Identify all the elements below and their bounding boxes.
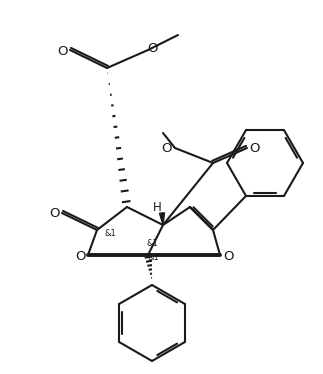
Text: &1: &1 xyxy=(104,229,116,237)
Text: O: O xyxy=(250,141,260,154)
Text: O: O xyxy=(162,141,172,154)
Text: O: O xyxy=(57,45,67,58)
Text: O: O xyxy=(223,251,233,264)
Text: O: O xyxy=(148,42,158,55)
Text: &1: &1 xyxy=(146,239,158,248)
Polygon shape xyxy=(160,213,164,225)
Text: H: H xyxy=(153,200,162,214)
Text: O: O xyxy=(50,206,60,220)
Text: O: O xyxy=(75,251,85,264)
Text: &1: &1 xyxy=(147,254,159,263)
